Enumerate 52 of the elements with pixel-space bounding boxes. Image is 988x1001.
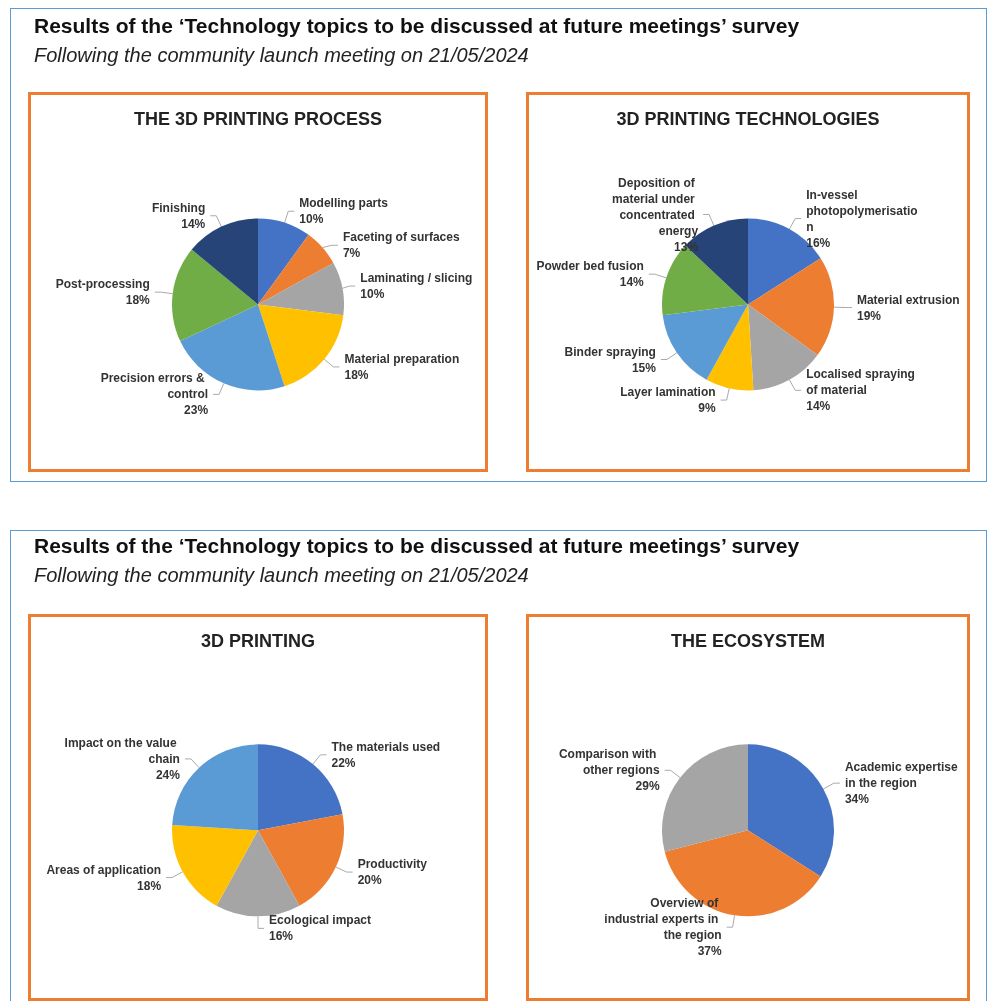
- data-label: 10%: [360, 287, 385, 302]
- slice-label: In-vessel photopolymerisation: [806, 187, 918, 234]
- data-label: 37%: [697, 944, 722, 959]
- data-label: 34%: [844, 792, 870, 807]
- slice-label: Material preparation: [344, 351, 460, 366]
- data-label: 23%: [184, 403, 209, 418]
- data-label: 29%: [635, 779, 660, 794]
- data-label: 7%: [342, 246, 361, 261]
- slice-label: Areas of application: [46, 862, 162, 877]
- data-label: 16%: [269, 929, 294, 944]
- data-label: 14%: [806, 399, 831, 414]
- slice-label: Productivity: [357, 857, 428, 872]
- data-label: 18%: [344, 367, 369, 382]
- chart-title: THE ECOSYSTEM: [670, 631, 826, 651]
- slice-label: Localised spraying of material: [806, 367, 919, 398]
- data-label: 14%: [619, 275, 645, 290]
- slice-label: Binder spraying: [564, 344, 656, 359]
- slice-label: Faceting of surfaces: [342, 230, 460, 245]
- slice-label: Overview of industrial experts in the region: [604, 896, 722, 943]
- data-label: 9%: [698, 401, 716, 416]
- slice-label: Material extrusion: [856, 292, 960, 307]
- data-label: 15%: [631, 360, 657, 375]
- text: Following the community launch meeting on 21/05/2024: [34, 564, 529, 587]
- slice-label: Precision errors & control: [100, 371, 209, 402]
- slice-label: Powder bed fusion: [536, 259, 644, 274]
- data-label: 13%: [674, 239, 699, 254]
- slice-label: Modelling parts: [299, 196, 389, 211]
- slice-label: Academic expertise in the region: [844, 760, 961, 791]
- data-label: 20%: [357, 873, 383, 888]
- slice-label: Finishing: [151, 200, 206, 215]
- chart-title: 3D PRINTING: [200, 631, 316, 651]
- slice-label: The materials used: [331, 739, 441, 754]
- data-label: 16%: [806, 235, 831, 250]
- data-label: 18%: [137, 878, 162, 893]
- data-label: 24%: [155, 767, 181, 782]
- slice-label: Ecological impact: [269, 913, 372, 928]
- slice-label: Comparison with other regions: [558, 747, 660, 778]
- data-label: 10%: [299, 212, 324, 227]
- data-label: 14%: [181, 216, 206, 231]
- text: Results of the ‘Technology topics to be discussed at future meetings’ survey: [34, 14, 800, 38]
- chart-title: 3D PRINTING TECHNOLOGIES: [616, 109, 880, 129]
- slice-label: Deposition of material under concentrated energy: [612, 175, 699, 238]
- data-label: 22%: [331, 755, 356, 770]
- slice-label: Layer lamination: [620, 385, 716, 400]
- slice-label: Post-processing: [55, 277, 150, 292]
- slice-label: Impact on the value chain: [64, 735, 180, 766]
- data-label: 19%: [856, 308, 882, 323]
- slice-label: Laminating / slicing: [360, 271, 473, 286]
- text: Following the community launch meeting on 21/05/2024: [34, 44, 529, 67]
- text: Results of the ‘Technology topics to be discussed at future meetings’ survey: [34, 534, 800, 558]
- data-label: 18%: [125, 293, 151, 308]
- chart-title: THE 3D PRINTING PROCESS: [133, 109, 383, 129]
